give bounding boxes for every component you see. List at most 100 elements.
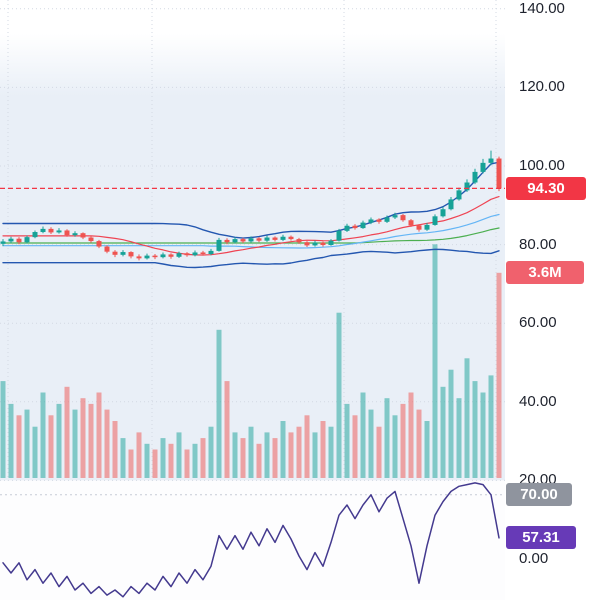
volume-bar[interactable] — [216, 329, 222, 478]
volume-bar[interactable] — [56, 403, 62, 478]
candle[interactable] — [304, 241, 310, 247]
candle[interactable] — [280, 234, 286, 242]
volume-bar[interactable] — [176, 432, 182, 478]
candle[interactable] — [80, 232, 86, 240]
volume-bar[interactable] — [160, 438, 166, 478]
volume-bar[interactable] — [368, 409, 374, 478]
candle[interactable] — [176, 251, 182, 258]
candle[interactable] — [256, 237, 262, 243]
price-axis[interactable]: 140.00 120.00 100.00 80.00 60.00 40.00 20.00 0.… — [505, 0, 600, 600]
volume-bar[interactable] — [296, 426, 302, 478]
candle[interactable] — [128, 251, 134, 259]
volume-bar[interactable] — [24, 409, 30, 478]
volume-bar[interactable] — [32, 426, 38, 478]
volume-bar[interactable] — [224, 381, 230, 478]
volume-bar[interactable] — [168, 443, 174, 478]
volume-bar[interactable] — [136, 432, 142, 478]
volume-bar[interactable] — [200, 438, 206, 478]
candle[interactable] — [384, 215, 390, 223]
volume-bar[interactable] — [440, 386, 446, 478]
volume-bar[interactable] — [304, 415, 310, 478]
candle[interactable] — [40, 226, 46, 234]
volume-bar[interactable] — [64, 386, 70, 478]
candle[interactable] — [144, 253, 150, 260]
volume-bar[interactable] — [496, 272, 502, 478]
candle[interactable] — [0, 239, 6, 247]
volume-bar[interactable] — [96, 392, 102, 479]
volume-bar[interactable] — [384, 398, 390, 478]
volume-bar[interactable] — [264, 432, 270, 478]
candle[interactable] — [432, 214, 438, 226]
volume-bar[interactable] — [256, 443, 262, 478]
volume-bar[interactable] — [280, 421, 286, 478]
volume-bar[interactable] — [328, 426, 334, 478]
volume-bar[interactable] — [416, 409, 422, 478]
candle[interactable] — [8, 236, 14, 244]
volume-bar[interactable] — [0, 381, 6, 478]
volume-bar[interactable] — [272, 438, 278, 478]
candle[interactable] — [328, 239, 334, 246]
volume-bar[interactable] — [472, 381, 478, 478]
candle[interactable] — [232, 237, 238, 244]
volume-bar[interactable] — [240, 438, 246, 478]
candle[interactable] — [312, 240, 318, 247]
candle[interactable] — [160, 252, 166, 259]
volume-bar[interactable] — [448, 369, 454, 478]
candle[interactable] — [392, 212, 398, 220]
candle[interactable] — [448, 197, 454, 211]
candle[interactable] — [376, 218, 382, 224]
volume-bar[interactable] — [288, 432, 294, 478]
candle[interactable] — [64, 229, 70, 237]
volume-bar[interactable] — [8, 403, 14, 478]
candle[interactable] — [424, 222, 430, 231]
volume-bar[interactable] — [120, 438, 126, 478]
volume-bar[interactable] — [376, 426, 382, 478]
candle[interactable] — [200, 250, 206, 256]
candle[interactable] — [96, 239, 102, 249]
volume-bar[interactable] — [488, 375, 494, 478]
volume-bar[interactable] — [464, 358, 470, 478]
candle[interactable] — [104, 245, 110, 254]
candle[interactable] — [472, 168, 478, 185]
volume-bar[interactable] — [72, 409, 78, 478]
candle[interactable] — [88, 235, 94, 243]
volume-bar[interactable] — [400, 403, 406, 478]
volume-bar[interactable] — [360, 392, 366, 479]
volume-bar[interactable] — [424, 421, 430, 478]
candle[interactable] — [48, 227, 54, 234]
candle[interactable] — [288, 235, 294, 241]
candle[interactable] — [368, 217, 374, 225]
volume-bar[interactable] — [88, 403, 94, 478]
volume-bar[interactable] — [208, 426, 214, 478]
volume-bar[interactable] — [248, 426, 254, 478]
candle[interactable] — [112, 250, 118, 258]
candle[interactable] — [320, 241, 326, 247]
candle[interactable] — [416, 224, 422, 232]
candle[interactable] — [32, 230, 38, 239]
candle[interactable] — [352, 224, 358, 230]
candle[interactable] — [136, 254, 142, 261]
volume-bar[interactable] — [432, 244, 438, 478]
volume-bar[interactable] — [392, 415, 398, 478]
candle[interactable] — [496, 156, 502, 192]
volume-bar[interactable] — [320, 421, 326, 478]
volume-bar[interactable] — [336, 312, 342, 478]
candle[interactable] — [456, 187, 462, 201]
volume-bar[interactable] — [456, 398, 462, 478]
candle[interactable] — [152, 254, 158, 260]
candle[interactable] — [72, 231, 78, 237]
candle[interactable] — [24, 235, 30, 244]
candle[interactable] — [336, 228, 342, 242]
candle[interactable] — [120, 250, 126, 257]
candle[interactable] — [464, 179, 470, 192]
volume-bar[interactable] — [80, 398, 86, 478]
volume-bar[interactable] — [48, 415, 54, 478]
volume-bar[interactable] — [344, 403, 350, 478]
candle[interactable] — [56, 228, 62, 234]
candle[interactable] — [360, 220, 366, 229]
volume-bar[interactable] — [104, 409, 110, 478]
candle[interactable] — [400, 213, 406, 222]
candle[interactable] — [296, 237, 302, 244]
volume-bar[interactable] — [480, 392, 486, 479]
